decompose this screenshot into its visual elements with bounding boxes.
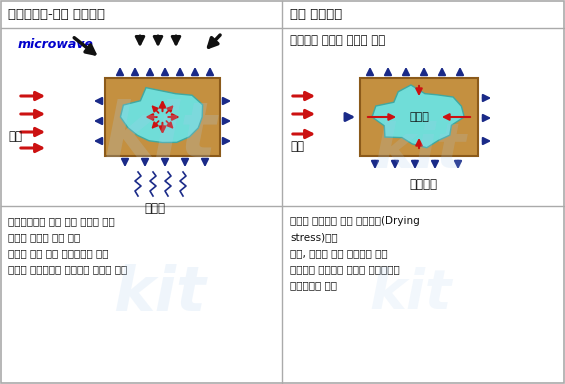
Text: kit: kit: [114, 264, 206, 324]
Polygon shape: [372, 85, 464, 148]
Text: 열전도: 열전도: [409, 112, 429, 122]
Text: 열풍: 열풍: [290, 139, 304, 152]
Text: kit: kit: [373, 121, 467, 181]
Bar: [105, 78, 220, 156]
Text: 내외부 건조속도 차이 건조응력(Drying
stress)생성
균열, 틀어짐 등의 건조결함 발생
건조응력 최소화를 위하여 인위적으로
건조속도를 지: 내외부 건조속도 차이 건조응력(Drying stress)생성 균열, 틀어…: [290, 216, 420, 290]
Text: 마이크로파-대류 복합건조: 마이크로파-대류 복합건조: [8, 8, 105, 20]
Text: 열풍: 열풍: [8, 129, 22, 142]
Text: 수증기: 수증기: [145, 202, 166, 215]
Polygon shape: [120, 88, 203, 142]
Text: 수분증발: 수분증발: [409, 177, 437, 190]
Text: 일반 열풍건조: 일반 열풍건조: [290, 8, 342, 20]
Text: 마이크로파로 인한 내부 증기압 상승
외부로 신속한 수분 이동
열풍에 의한 최적 건조분위기 조성
신속한 건조속도와 건조응력 최소화 가능: 마이크로파로 인한 내부 증기압 상승 외부로 신속한 수분 이동 열풍에 의한…: [8, 216, 127, 274]
Text: kit: kit: [369, 267, 451, 321]
Bar: [360, 78, 478, 156]
Text: kit: kit: [103, 99, 217, 173]
Text: 표면에서 내부로 열전도 가열: 표면에서 내부로 열전도 가열: [290, 33, 385, 46]
Text: microwave: microwave: [18, 38, 94, 51]
